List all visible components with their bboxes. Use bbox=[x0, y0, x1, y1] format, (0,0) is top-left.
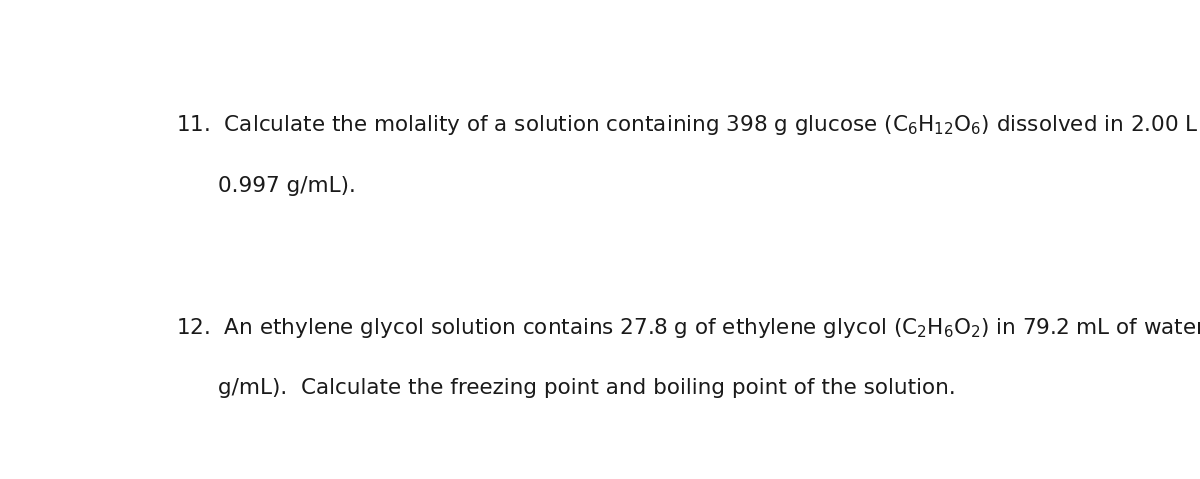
Text: 0.997 g/mL).: 0.997 g/mL). bbox=[218, 175, 355, 195]
Text: 12.  An ethylene glycol solution contains 27.8 g of ethylene glycol (C$_{\mathre: 12. An ethylene glycol solution contains… bbox=[176, 316, 1200, 340]
Text: g/mL).  Calculate the freezing point and boiling point of the solution.: g/mL). Calculate the freezing point and … bbox=[218, 378, 955, 399]
Text: 11.  Calculate the molality of a solution containing 398 g glucose (C$_{\mathreg: 11. Calculate the molality of a solution… bbox=[176, 113, 1200, 137]
